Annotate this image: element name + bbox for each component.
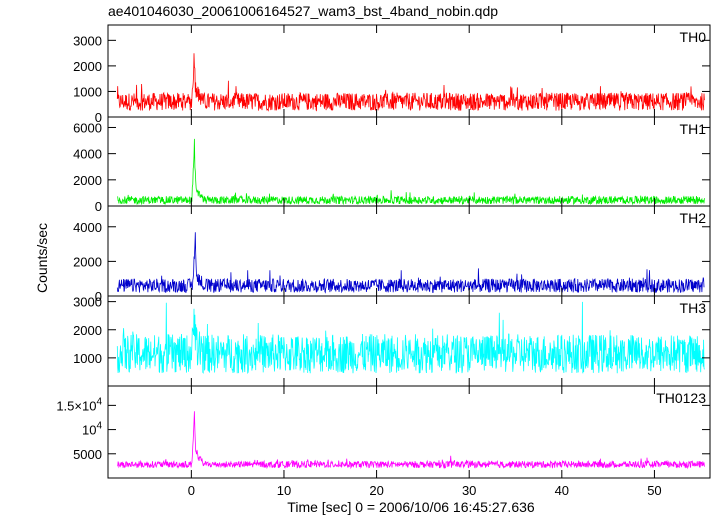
y-tick-label: 4000 bbox=[73, 147, 102, 162]
y-tick-label: 1.5×104 bbox=[56, 396, 102, 413]
y-tick-label: 0 bbox=[95, 199, 102, 214]
series-line-th0123 bbox=[117, 411, 705, 470]
y-tick-label: 4000 bbox=[73, 220, 102, 235]
x-tick-label: 40 bbox=[555, 483, 569, 498]
y-tick-label: 1000 bbox=[73, 84, 102, 99]
x-tick-label: 10 bbox=[277, 483, 291, 498]
x-tick-label: 30 bbox=[462, 483, 476, 498]
y-axis-title: Counts/sec bbox=[34, 223, 50, 293]
panel-label: TH1 bbox=[680, 121, 707, 137]
series-line-th0 bbox=[116, 53, 705, 112]
x-tick-label: 0 bbox=[188, 483, 195, 498]
panel-label: TH3 bbox=[680, 300, 707, 316]
y-tick-label: 3000 bbox=[73, 33, 102, 48]
y-tick-label: 6000 bbox=[73, 120, 102, 135]
y-tick-label: 2000 bbox=[73, 254, 102, 269]
y-tick-label: 1000 bbox=[73, 351, 102, 366]
y-tick-label: 2000 bbox=[73, 59, 102, 74]
x-tick-label: 50 bbox=[647, 483, 661, 498]
y-tick-label: 5000 bbox=[73, 447, 102, 462]
series-line-th2 bbox=[116, 232, 705, 294]
y-tick-label: 0 bbox=[95, 289, 102, 304]
series-line-th1 bbox=[117, 138, 705, 206]
y-tick-label: 104 bbox=[82, 421, 102, 438]
y-tick-label: 2000 bbox=[73, 173, 102, 188]
chart-title: ae401046030_20061006164527_wam3_bst_4ban… bbox=[108, 3, 498, 19]
panel-label: TH2 bbox=[680, 210, 707, 226]
y-tick-label: 0 bbox=[95, 110, 102, 125]
panel-label: TH0 bbox=[680, 29, 707, 45]
y-tick-label: 3000 bbox=[73, 295, 102, 310]
x-tick-label: 20 bbox=[369, 483, 383, 498]
x-axis-title: Time [sec] 0 = 2006/10/06 16:45:27.636 bbox=[287, 499, 535, 515]
panel-label: TH0123 bbox=[656, 390, 706, 406]
series-line-th3 bbox=[116, 301, 705, 375]
y-tick-label: 2000 bbox=[73, 323, 102, 338]
panel-frame-th0123 bbox=[107, 385, 711, 479]
